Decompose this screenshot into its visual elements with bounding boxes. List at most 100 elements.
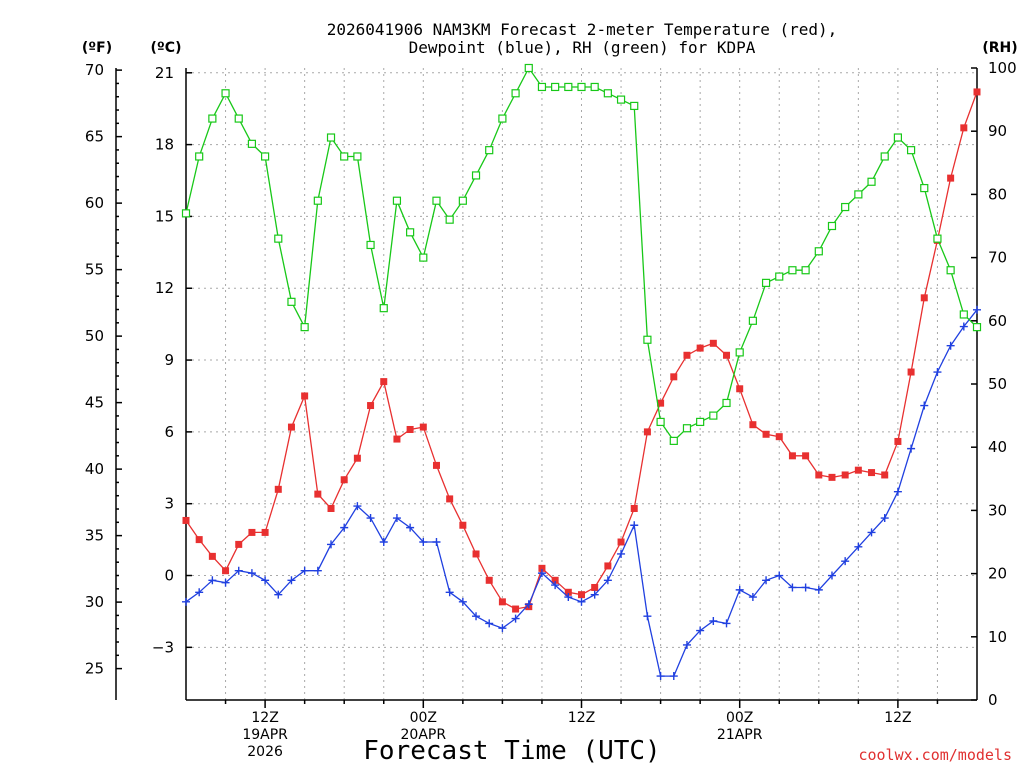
data-point <box>247 569 256 578</box>
data-point <box>709 617 718 625</box>
data-point <box>208 114 217 123</box>
data-point <box>459 521 467 529</box>
data-point <box>617 549 626 558</box>
data-point <box>578 591 585 599</box>
data-point <box>432 461 440 469</box>
data-point <box>577 597 586 606</box>
fahrenheit-tick-label: 50 <box>85 327 104 345</box>
fahrenheit-axis: 70 65 60 55 50 45 40 35 30 25 <box>85 61 122 678</box>
data-point <box>234 114 243 123</box>
fahrenheit-tick-label: 40 <box>85 460 104 478</box>
fahrenheit-tick-label: 55 <box>85 261 104 279</box>
data-point <box>603 89 612 98</box>
data-point <box>392 514 401 523</box>
data-point <box>590 590 599 599</box>
data-point <box>590 82 599 92</box>
data-point <box>868 469 876 477</box>
data-point <box>498 598 506 606</box>
data-point <box>920 183 929 193</box>
data-point <box>551 576 559 584</box>
data-point <box>327 540 336 549</box>
rh-tick-label: 70 <box>988 249 1007 267</box>
data-point <box>195 536 203 544</box>
data-point <box>656 417 665 427</box>
data-point <box>471 171 481 180</box>
data-point <box>564 82 573 92</box>
data-point <box>537 569 546 578</box>
time-tick-label: 21APR <box>717 727 763 743</box>
data-point <box>735 585 744 594</box>
data-point <box>946 341 955 350</box>
data-point <box>723 351 731 359</box>
data-point <box>393 435 401 443</box>
data-point <box>722 619 731 628</box>
x-axis-title: Forecast Time (UTC) <box>363 736 660 766</box>
data-point <box>814 247 823 256</box>
series-rh <box>181 63 982 445</box>
data-point <box>313 196 322 205</box>
data-point <box>379 304 388 313</box>
time-tick-label: 20APR <box>401 727 447 743</box>
data-point <box>432 196 441 205</box>
data-point <box>973 305 981 314</box>
time-tick-label: 19APR <box>242 727 288 743</box>
time-tick-label: 00Z <box>410 710 437 726</box>
fahrenheit-tick-label: 45 <box>85 394 104 412</box>
data-point <box>564 593 573 602</box>
rh-tick-label: 30 <box>988 501 1007 519</box>
data-point <box>604 562 612 570</box>
data-point <box>814 585 823 594</box>
celsius-tick-label: 6 <box>164 423 174 441</box>
data-point <box>630 521 639 530</box>
celsius-tick-label: 18 <box>155 136 174 154</box>
celsius-tick-label: 9 <box>164 351 174 369</box>
data-point <box>498 114 507 123</box>
data-point <box>458 597 467 606</box>
axes <box>115 68 978 701</box>
data-point <box>261 528 269 536</box>
data-point <box>432 538 441 546</box>
time-tick-label: 2026 <box>247 744 283 760</box>
data-point <box>287 297 296 306</box>
celsius-unit-label: (ºC) <box>151 40 182 56</box>
data-point <box>906 146 916 155</box>
rh-tick-label: 20 <box>988 565 1007 583</box>
data-point <box>458 196 467 205</box>
data-point <box>960 124 968 132</box>
data-point <box>222 567 230 575</box>
data-point <box>419 538 428 546</box>
data-point <box>221 578 230 587</box>
data-point <box>353 152 362 161</box>
data-point <box>367 402 375 410</box>
data-point <box>524 600 533 609</box>
celsius-tick-label: 12 <box>155 279 174 297</box>
rh-tick-label: 50 <box>988 375 1007 393</box>
data-point <box>630 504 638 512</box>
data-point <box>893 487 902 496</box>
data-point <box>973 88 981 96</box>
data-point <box>314 490 322 498</box>
data-point <box>472 612 481 621</box>
data-point <box>920 294 928 302</box>
data-point <box>762 576 771 585</box>
data-point <box>683 351 691 359</box>
data-point <box>933 234 942 243</box>
rh-tick-label: 80 <box>988 185 1007 203</box>
celsius-axis: 21 18 15 12 9 6 3 0 −3 <box>152 64 192 656</box>
data-point <box>195 152 204 161</box>
fahrenheit-tick-label: 70 <box>85 61 104 79</box>
rh-tick-label: 100 <box>988 59 1017 77</box>
data-point <box>947 174 955 182</box>
fahrenheit-tick-label: 25 <box>85 660 104 678</box>
data-point <box>643 428 651 436</box>
data-point <box>406 425 414 433</box>
data-point <box>380 378 388 386</box>
data-point <box>485 619 494 628</box>
data-point <box>801 583 810 592</box>
data-point <box>616 95 626 104</box>
data-point <box>577 82 586 92</box>
data-point <box>234 566 243 575</box>
data-point <box>472 550 480 558</box>
data-point <box>854 190 863 199</box>
data-point <box>854 542 863 551</box>
